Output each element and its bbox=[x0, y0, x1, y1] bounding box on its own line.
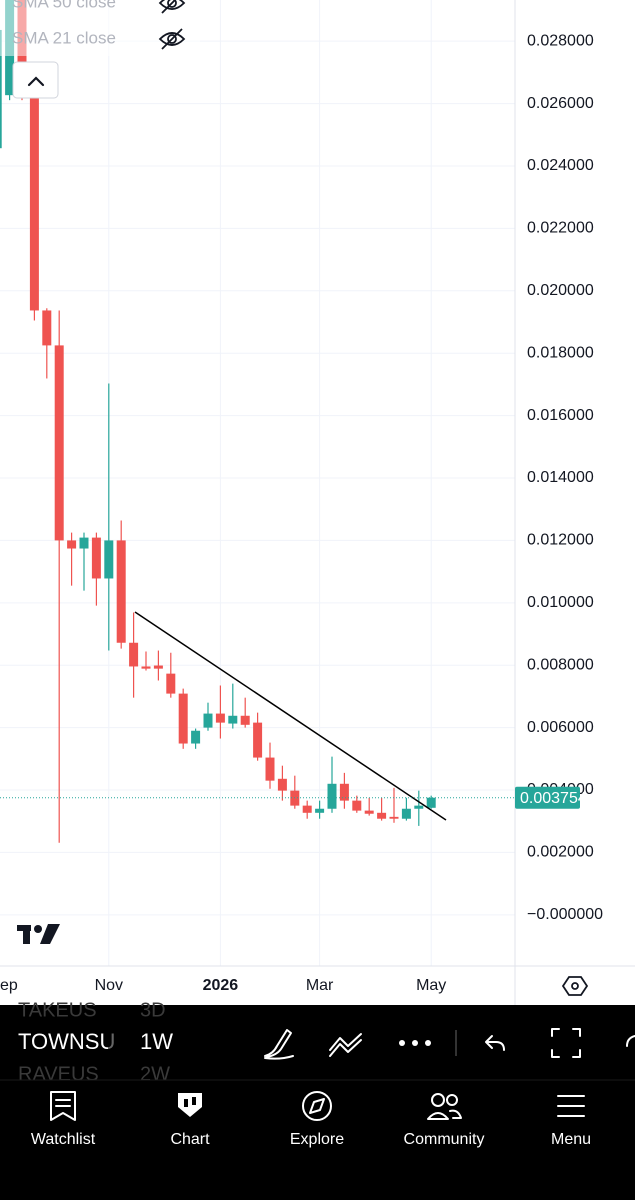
y-tick-label: 0.022000 bbox=[527, 220, 594, 237]
interval-option[interactable]: 2W bbox=[140, 1063, 170, 1085]
candle-body bbox=[426, 797, 436, 808]
candle-body bbox=[104, 540, 114, 579]
candle-body bbox=[178, 693, 188, 744]
menu-icon[interactable] bbox=[557, 1095, 585, 1117]
candle-body bbox=[54, 345, 64, 541]
candle-body bbox=[253, 722, 263, 758]
candle-body bbox=[352, 800, 362, 811]
indicator-label[interactable]: SMA 50 close bbox=[12, 0, 116, 11]
more-icon[interactable] bbox=[399, 1040, 431, 1046]
candle-body bbox=[315, 808, 325, 813]
y-tick-label: 0.016000 bbox=[527, 407, 594, 424]
candle-body bbox=[191, 730, 201, 744]
candle-body bbox=[240, 715, 250, 725]
chart-icon[interactable] bbox=[178, 1093, 202, 1117]
x-tick-label: 2026 bbox=[203, 977, 239, 994]
y-tick-label: 0.014000 bbox=[527, 469, 594, 486]
fullscreen-icon[interactable] bbox=[551, 1028, 581, 1058]
candle-body bbox=[29, 85, 39, 311]
candle-body bbox=[215, 713, 225, 723]
candle-body bbox=[389, 816, 399, 819]
candle-body bbox=[377, 812, 387, 819]
candle-body bbox=[67, 540, 77, 549]
candle-body bbox=[339, 783, 349, 801]
candle-body bbox=[302, 805, 312, 813]
edge-icon[interactable] bbox=[626, 1035, 635, 1047]
x-tick-label: Mar bbox=[306, 977, 334, 994]
interval-option[interactable]: 3D bbox=[140, 999, 166, 1021]
watchlist-icon[interactable] bbox=[50, 1091, 76, 1121]
candle-body bbox=[401, 808, 411, 819]
nav-label[interactable]: Community bbox=[404, 1131, 485, 1148]
indicator-label[interactable]: SMA 21 close bbox=[12, 28, 116, 47]
candle-body bbox=[277, 778, 287, 791]
y-tick-label: 0.020000 bbox=[527, 282, 594, 299]
x-tick-label: May bbox=[416, 977, 446, 994]
candle-body bbox=[265, 757, 275, 781]
y-tick-label: 0.008000 bbox=[527, 656, 594, 673]
chart-background bbox=[0, 0, 635, 1005]
y-tick-label: 0.024000 bbox=[527, 157, 594, 174]
bottom-panel bbox=[0, 1005, 635, 1200]
x-tick-label: ep bbox=[0, 977, 18, 994]
nav-label[interactable]: Menu bbox=[551, 1131, 591, 1148]
nav-label[interactable]: Chart bbox=[170, 1131, 210, 1148]
candle-body bbox=[153, 665, 163, 669]
y-tick-label: 0.010000 bbox=[527, 594, 594, 611]
candle-body bbox=[228, 715, 238, 724]
y-tick-label: 0.006000 bbox=[527, 719, 594, 736]
nav-label[interactable]: Watchlist bbox=[31, 1131, 96, 1148]
candle-body bbox=[141, 666, 151, 669]
y-tick-label: 0.002000 bbox=[527, 844, 594, 861]
interval[interactable]: 1W bbox=[140, 1029, 173, 1054]
explore-icon[interactable] bbox=[302, 1091, 332, 1121]
y-tick-label: 0.012000 bbox=[527, 532, 594, 549]
last-price-box bbox=[515, 786, 580, 809]
candle-body bbox=[414, 805, 424, 809]
collapse-button[interactable] bbox=[12, 61, 59, 99]
y-tick-label: −0.000000 bbox=[527, 906, 603, 923]
community-icon[interactable] bbox=[427, 1093, 462, 1120]
candle-body bbox=[364, 810, 374, 814]
candle-body bbox=[203, 713, 213, 728]
candle-body bbox=[42, 310, 52, 346]
candle-body bbox=[79, 537, 89, 549]
candle-body bbox=[0, 29, 2, 149]
candle-body bbox=[91, 537, 101, 579]
candle-body bbox=[116, 540, 126, 643]
tradingview-logo bbox=[17, 924, 60, 944]
nav-label[interactable]: Explore bbox=[290, 1131, 344, 1148]
x-tick-label: Nov bbox=[95, 977, 123, 994]
hide-icon[interactable] bbox=[158, 0, 186, 50]
settings-icon[interactable] bbox=[561, 976, 589, 996]
y-tick-label: 0.018000 bbox=[527, 344, 594, 361]
draw-icon[interactable] bbox=[264, 1029, 294, 1060]
symbol-option[interactable]: RAVEUS bbox=[18, 1063, 99, 1085]
indicators-icon[interactable] bbox=[329, 1033, 362, 1057]
candle-body bbox=[166, 673, 176, 694]
y-tick-label: 0.026000 bbox=[527, 95, 594, 112]
candle-body bbox=[129, 642, 139, 667]
undo-icon[interactable] bbox=[485, 1035, 505, 1051]
trend-line bbox=[134, 611, 447, 821]
fade bbox=[108, 1026, 130, 1060]
candle-body bbox=[327, 783, 337, 809]
symbol[interactable]: TOWNSU bbox=[18, 1029, 115, 1054]
axes: 0.028000 0.026000 0.024000 0.022000 0.020000… bbox=[0, 32, 603, 994]
last-price-label: 0.003754 bbox=[520, 790, 587, 807]
y-tick-label: 0.028000 bbox=[527, 32, 594, 49]
symbol-option[interactable]: TAKEUS bbox=[18, 999, 97, 1021]
